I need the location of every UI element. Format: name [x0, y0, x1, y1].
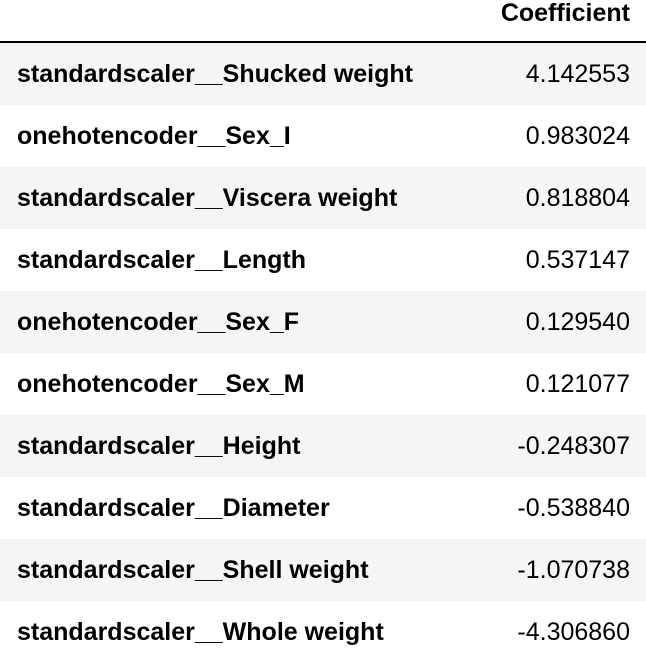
row-label: standardscaler__Shell weight	[17, 556, 369, 584]
table-row: standardscaler__Length 0.537147	[0, 229, 646, 291]
table-row: standardscaler__Viscera weight 0.818804	[0, 167, 646, 229]
row-value: 0.537147	[525, 246, 630, 274]
row-value: -4.306860	[517, 618, 630, 646]
row-label: standardscaler__Length	[17, 246, 306, 274]
row-label: onehotencoder__Sex_F	[17, 308, 300, 336]
row-label: standardscaler__Height	[17, 432, 301, 460]
table-row: onehotencoder__Sex_I 0.983024	[0, 105, 646, 167]
table-row: standardscaler__Diameter -0.538840	[0, 477, 646, 539]
row-label: onehotencoder__Sex_M	[17, 370, 305, 398]
row-value: -0.248307	[517, 432, 630, 460]
row-label: onehotencoder__Sex_I	[17, 122, 291, 150]
row-value: 0.818804	[525, 184, 630, 212]
row-value: -0.538840	[517, 494, 630, 522]
table-row: onehotencoder__Sex_M 0.121077	[0, 353, 646, 415]
row-value: -1.070738	[517, 556, 630, 584]
row-value: 0.121077	[525, 370, 630, 398]
table-row: standardscaler__Whole weight -4.306860	[0, 601, 646, 663]
row-value: 4.142553	[525, 60, 630, 88]
row-label: standardscaler__Whole weight	[17, 618, 384, 646]
table-row: standardscaler__Shell weight -1.070738	[0, 539, 646, 601]
table-body: standardscaler__Shucked weight 4.142553 …	[0, 43, 646, 663]
row-label: standardscaler__Shucked weight	[17, 60, 413, 88]
row-label: standardscaler__Diameter	[17, 494, 330, 522]
table-row: standardscaler__Shucked weight 4.142553	[0, 43, 646, 105]
row-value: 0.983024	[525, 122, 630, 150]
column-header-coefficient: Coefficient	[500, 0, 630, 27]
table-row: onehotencoder__Sex_F 0.129540	[0, 291, 646, 353]
table-header: Coefficient	[0, 0, 646, 43]
table-row: standardscaler__Height -0.248307	[0, 415, 646, 477]
row-value: 0.129540	[525, 308, 630, 336]
row-label: standardscaler__Viscera weight	[17, 184, 398, 212]
